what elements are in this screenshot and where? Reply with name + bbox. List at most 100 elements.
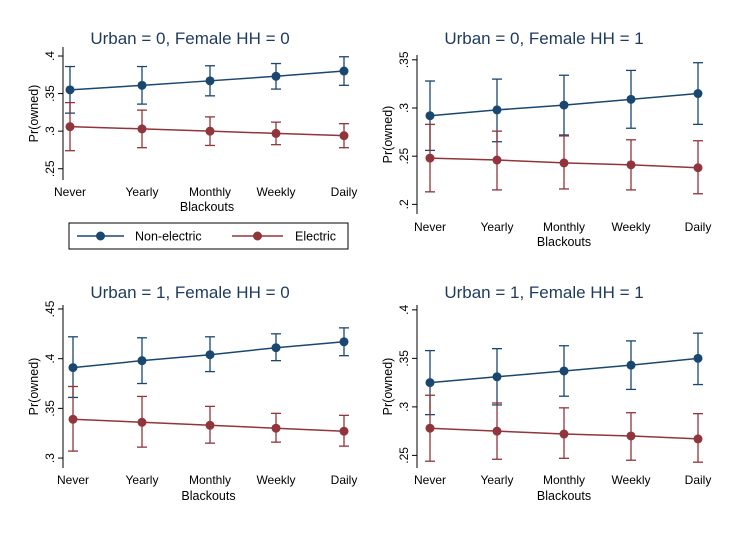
x-tick-label: Never: [414, 473, 446, 487]
y-tick-label: .25: [43, 160, 57, 177]
x-tick-label: Daily: [685, 220, 712, 234]
data-point: [65, 85, 75, 95]
series-electric: [425, 123, 703, 195]
chart-panel-1: Urban = 0, Female HH = 0 .25 .3 .35 .4 Pr(own…: [27, 29, 357, 214]
legend-marker: [96, 231, 105, 241]
data-point: [68, 414, 78, 424]
series-electric: [425, 394, 703, 463]
y-tick-label: .45: [43, 300, 57, 317]
y-tick-label: .3: [43, 453, 57, 463]
chart-panel-2: Urban = 0, Female HH = 1 .2 .25 .3 .35 Pr(own…: [381, 29, 711, 249]
data-point: [559, 158, 569, 168]
y-tick-label: .3: [43, 126, 57, 136]
chart-panel-3: Urban = 1, Female HH = 0 .3 .35 .4 .45 Pr(own…: [27, 283, 357, 503]
x-tick-label: Yearly: [126, 473, 159, 487]
y-axis-title: Pr(owned): [381, 358, 395, 416]
series-non-electric: [425, 62, 703, 152]
data-point: [271, 128, 281, 138]
series-electric: [65, 101, 349, 152]
data-point: [339, 131, 349, 141]
data-point: [339, 337, 349, 347]
x-axis-title: Blackouts: [537, 235, 591, 249]
y-tick-label: .25: [397, 447, 411, 464]
y-tick-label: .25: [397, 148, 411, 165]
y-tick-label: .4: [43, 51, 57, 61]
data-point: [137, 80, 147, 90]
data-point: [65, 122, 75, 132]
legend-item-electric: Electric: [232, 230, 336, 244]
x-tick-label: Weekly: [256, 185, 295, 199]
x-tick-label: Never: [57, 473, 89, 487]
data-point: [425, 378, 435, 388]
y-tick-label: .4: [397, 305, 411, 315]
data-point: [205, 76, 215, 86]
data-point: [205, 126, 215, 136]
data-point: [693, 353, 703, 363]
data-point: [271, 71, 281, 81]
data-point: [626, 94, 636, 104]
y-tick-label: .3: [397, 402, 411, 412]
data-point: [68, 363, 78, 373]
data-point: [492, 372, 502, 382]
chart-panel-4: Urban = 1, Female HH = 1 .25 .3 .35 .4 Pr(own…: [381, 283, 711, 503]
panel-title: Urban = 1, Female HH = 0: [90, 283, 289, 302]
data-point: [492, 426, 502, 436]
x-tick-label: Daily: [331, 185, 358, 199]
x-tick-label: Daily: [331, 473, 358, 487]
data-point: [425, 423, 435, 433]
series-non-electric: [65, 56, 349, 114]
data-point: [693, 89, 703, 99]
y-axis-title: Pr(owned): [27, 358, 41, 416]
data-point: [693, 163, 703, 173]
x-tick-label: Never: [54, 185, 86, 199]
y-tick-label: .4: [43, 353, 57, 363]
panel-title: Urban = 1, Female HH = 1: [444, 283, 643, 302]
data-point: [492, 105, 502, 115]
data-point: [137, 356, 147, 366]
y-tick-label: .35: [397, 51, 411, 68]
legend-label: Non-electric: [135, 230, 202, 244]
panel-title: Urban = 0, Female HH = 1: [444, 29, 643, 48]
legend-item-non-electric: Non-electric: [77, 230, 202, 244]
data-point: [137, 124, 147, 134]
data-point: [271, 343, 281, 353]
data-point: [137, 417, 147, 427]
x-tick-label: Monthly: [189, 185, 231, 199]
x-tick-label: Weekly: [611, 473, 650, 487]
series-non-electric: [425, 332, 703, 416]
data-point: [693, 434, 703, 444]
data-point: [205, 420, 215, 430]
legend-marker: [253, 231, 262, 241]
data-point: [339, 426, 349, 436]
series-electric: [68, 385, 349, 452]
data-point: [339, 66, 349, 76]
data-point: [559, 100, 569, 110]
data-point: [271, 423, 281, 433]
y-axis-title: Pr(owned): [27, 85, 41, 143]
x-axis-title: Blackouts: [181, 489, 235, 503]
x-axis-title: Blackouts: [537, 489, 591, 503]
x-tick-label: Yearly: [481, 220, 514, 234]
data-point: [205, 350, 215, 360]
x-tick-label: Yearly: [481, 473, 514, 487]
data-point: [425, 153, 435, 163]
x-tick-label: Monthly: [543, 220, 585, 234]
x-axis-title: Blackouts: [180, 200, 234, 214]
legend-label: Electric: [295, 230, 336, 244]
data-point: [626, 160, 636, 170]
data-point: [626, 360, 636, 370]
x-tick-label: Weekly: [256, 473, 295, 487]
data-point: [626, 431, 636, 441]
chart-panels: Urban = 0, Female HH = 0.25.3.35.4Pr(own…: [27, 29, 711, 503]
y-tick-label: .35: [43, 400, 57, 417]
y-tick-label: .35: [397, 350, 411, 367]
x-tick-label: Yearly: [126, 185, 159, 199]
y-tick-label: .35: [43, 85, 57, 102]
series-non-electric: [68, 327, 349, 399]
data-point: [559, 429, 569, 439]
data-point: [425, 111, 435, 121]
y-tick-label: .2: [397, 199, 411, 209]
panel-title: Urban = 0, Female HH = 0: [90, 29, 289, 48]
